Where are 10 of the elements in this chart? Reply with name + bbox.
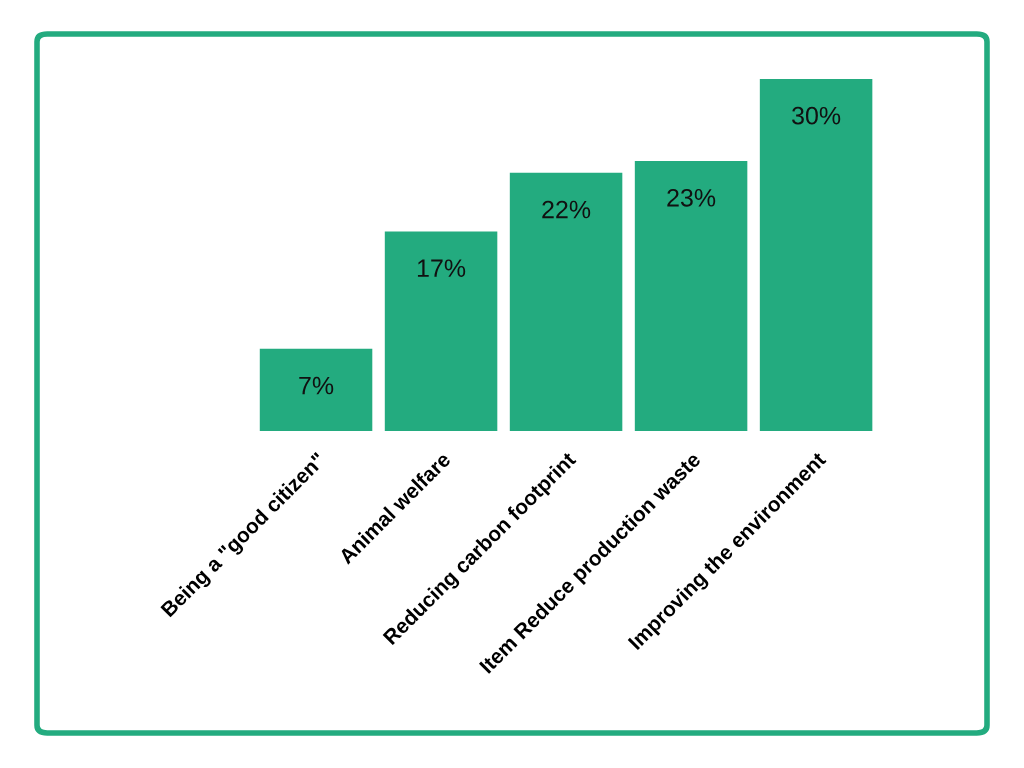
- data-label: 17%: [417, 259, 466, 277]
- data-label: 7%: [299, 376, 334, 395]
- bar: [259, 348, 373, 431]
- bar: [759, 78, 873, 431]
- data-label: 22%: [542, 200, 591, 219]
- data-label: 30%: [792, 106, 841, 125]
- bar: [634, 161, 748, 431]
- bar: [384, 231, 498, 431]
- bar: [509, 172, 623, 431]
- data-label: 23%: [667, 188, 716, 207]
